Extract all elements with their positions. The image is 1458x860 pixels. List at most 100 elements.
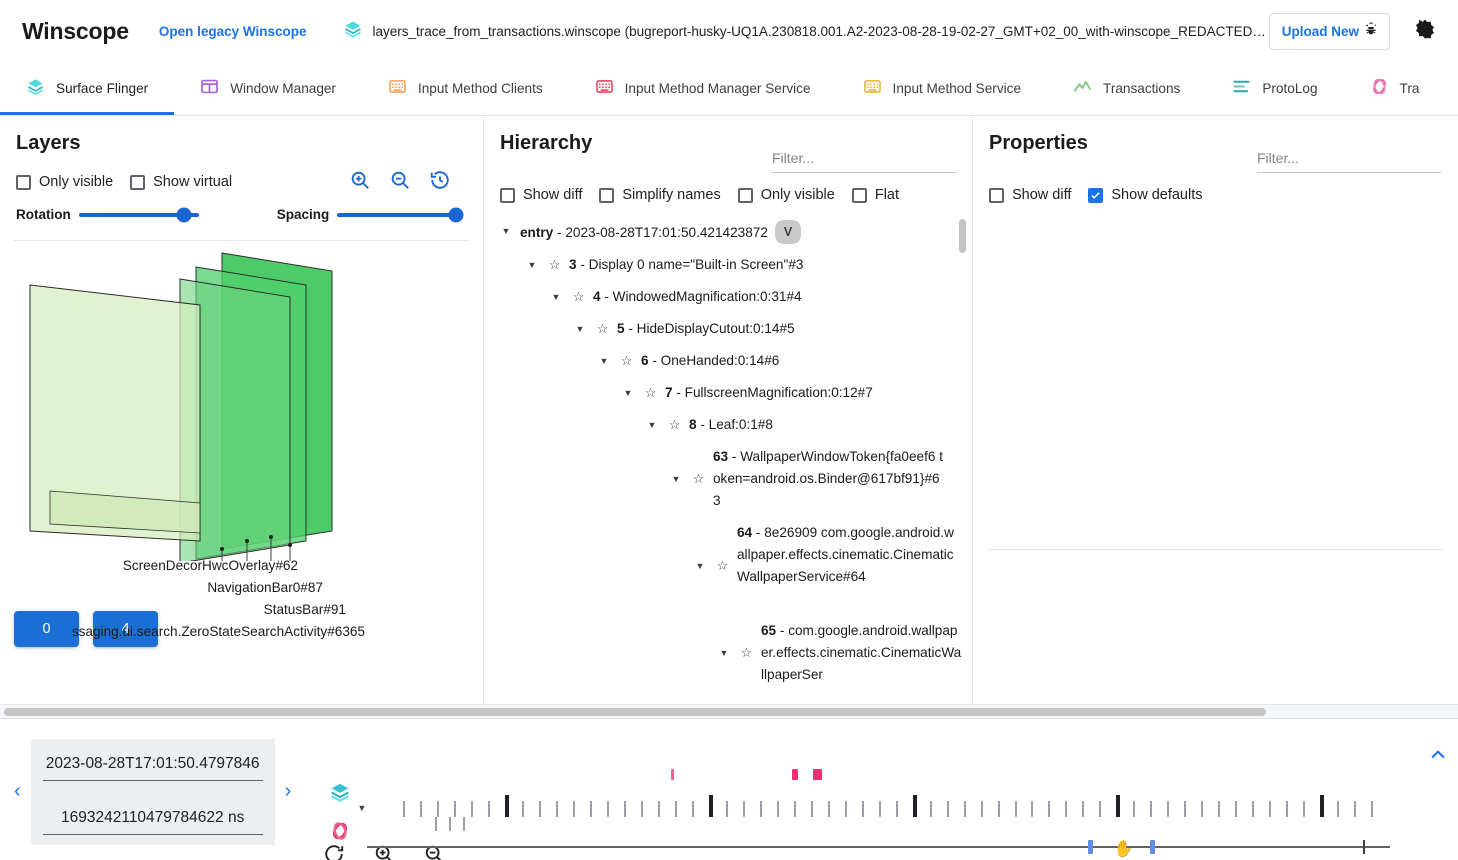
hierarchy-tree[interactable]: ▼ entry - 2023-08-28T17:01:50.421423872 V… — [484, 215, 972, 685]
ruler-tick — [573, 801, 576, 817]
chevron-down-icon[interactable]: ▼ — [671, 474, 681, 484]
chevron-down-icon[interactable]: ▼ — [647, 420, 657, 430]
tree-node-windowedmagnification[interactable]: ▼ ☆ 4 - WindowedMagnification:0:31#4 — [494, 281, 972, 313]
star-icon[interactable]: ☆ — [668, 417, 681, 432]
zoom-out-button[interactable] — [387, 169, 413, 195]
chevron-down-icon[interactable]: ▼ — [623, 388, 633, 398]
chevron-down-icon[interactable]: ▼ — [575, 324, 585, 334]
restore-icon — [429, 169, 451, 196]
star-icon[interactable]: ☆ — [692, 471, 705, 486]
tree-node-fullscreenmagnification[interactable]: ▼ ☆ 7 - FullscreenMagnification:0:12#7 — [494, 377, 972, 409]
tree-node-id: 8 — [689, 417, 697, 432]
display-button-0[interactable]: 0 — [14, 611, 79, 647]
hierarchy-panel-head: Hierarchy — [484, 116, 972, 173]
tab-surface-flinger[interactable]: Surface Flinger — [0, 62, 175, 115]
tree-node-hidedisplaycutout[interactable]: ▼ ☆ 5 - HideDisplayCutout:0:14#5 — [494, 313, 972, 345]
timestamp-nav: ‹ 2023-08-28T17:01:50.479784​6 169324211… — [0, 719, 295, 860]
tree-node-wallpaperwindowtoken[interactable]: ▼ ☆ 63 - WallpaperWindowToken{fa0eef6 to… — [494, 441, 972, 517]
tab-input-method-manager-service[interactable]: Input Method Manager Service — [569, 62, 837, 115]
checkbox-box — [599, 187, 615, 203]
horizontal-scrollbar[interactable] — [0, 705, 1458, 719]
reset-zoom-button[interactable] — [323, 843, 345, 860]
star-icon[interactable]: ☆ — [548, 257, 561, 272]
timeline-marker[interactable] — [792, 769, 799, 780]
properties-filter-input[interactable] — [1257, 148, 1441, 173]
mini-tick — [435, 817, 438, 831]
ruler-tick — [454, 801, 457, 817]
star-icon[interactable]: ☆ — [644, 385, 657, 400]
rotation-slider[interactable] — [78, 207, 199, 223]
chevron-down-icon[interactable]: ▼ — [501, 226, 511, 236]
checkbox-only-visible[interactable]: Only visible — [16, 174, 113, 190]
tree-node-cinematicwallpaperser[interactable]: ▼ ☆ 65 - com.google.android.wallpaper.ef… — [494, 615, 972, 685]
tab-input-method-service[interactable]: Input Method Service — [837, 62, 1047, 115]
checkbox-only-visible[interactable]: Only visible — [737, 187, 835, 203]
ruler-tick — [878, 801, 881, 817]
checkbox-flat[interactable]: Flat — [851, 187, 899, 203]
dark-mode-toggle[interactable] — [1406, 12, 1444, 50]
chevron-down-icon[interactable]: ▼ — [527, 260, 537, 270]
hierarchy-filter-input[interactable] — [772, 148, 956, 173]
tab-window-manager[interactable]: Window Manager — [174, 62, 362, 115]
ruler-tick — [1133, 801, 1136, 817]
tree-node-onehanded[interactable]: ▼ ☆ 6 - OneHanded:0:14#6 — [494, 345, 972, 377]
checkbox-show-defaults[interactable]: Show defaults — [1088, 187, 1202, 203]
chevron-down-icon[interactable]: ▼ — [599, 356, 609, 366]
rotation-slider-group: Rotation — [16, 207, 199, 223]
ruler-tick — [980, 801, 983, 817]
properties-options-row: Show diff Show defaults — [973, 173, 1457, 203]
upload-new-button[interactable]: Upload New — [1268, 12, 1390, 50]
tab-transitions[interactable]: Tra — [1344, 62, 1446, 115]
chevron-down-icon[interactable]: ▼ — [719, 648, 729, 658]
prev-entry-button[interactable]: ‹ — [14, 780, 21, 802]
visibility-chip[interactable]: V — [774, 220, 802, 244]
chevron-down-icon[interactable]: ▼ — [695, 561, 705, 571]
display-selector-buttons: 0 4 — [0, 601, 483, 647]
checkbox-show-virtual[interactable]: Show virtual — [130, 174, 232, 190]
open-legacy-winscope-link[interactable]: Open legacy Winscope — [158, 23, 307, 39]
hierarchy-scrollbar-thumb[interactable] — [959, 219, 966, 253]
horizontal-scrollbar-thumb[interactable] — [4, 708, 1266, 716]
chevron-down-icon[interactable]: ▼ — [357, 803, 367, 813]
timestamp-ns-field[interactable]: 1693242110479784622 ns — [42, 803, 263, 835]
zoom-in-button[interactable] — [347, 169, 373, 195]
tab-label: Surface Flinger — [56, 81, 149, 96]
collapse-timeline-button[interactable] — [1428, 745, 1448, 770]
tab-input-method-clients[interactable]: Input Method Clients — [362, 62, 569, 115]
range-slider-handle-left[interactable] — [1088, 840, 1094, 854]
tab-protolog[interactable]: ProtoLog — [1206, 62, 1343, 115]
tree-node-leaf[interactable]: ▼ ☆ 8 - Leaf:0:1#8 — [494, 409, 972, 441]
tree-node-entry[interactable]: ▼ entry - 2023-08-28T17:01:50.421423872 V — [494, 215, 972, 249]
star-icon[interactable]: ☆ — [572, 289, 585, 304]
checkbox-show-diff[interactable]: Show diff — [500, 187, 582, 203]
tree-node-display0[interactable]: ▼ ☆ 3 - Display 0 name="Built-in Screen"… — [494, 249, 972, 281]
star-icon[interactable]: ☆ — [740, 645, 753, 660]
tree-node-label: 65 - com.google.android.wallpaper.effect… — [761, 620, 962, 685]
mini-tick — [449, 817, 452, 831]
timeline-marker[interactable] — [671, 769, 675, 780]
next-entry-button[interactable]: › — [284, 780, 292, 802]
checkbox-show-diff[interactable]: Show diff — [989, 187, 1071, 203]
timeline-trace-legend — [329, 781, 351, 847]
star-icon[interactable]: ☆ — [620, 353, 633, 368]
star-icon[interactable]: ☆ — [716, 558, 729, 573]
rotation-slider-knob[interactable] — [176, 207, 192, 223]
transitions-icon[interactable] — [329, 820, 351, 847]
range-slider-track[interactable] — [367, 846, 1390, 848]
range-slider-handle-right[interactable] — [1149, 840, 1155, 854]
restore-view-button[interactable] — [427, 169, 453, 195]
layers-stack-icon[interactable] — [329, 781, 351, 808]
display-button-4[interactable]: 4 — [93, 611, 158, 647]
spacing-slider[interactable] — [337, 207, 464, 223]
tree-node-cinematicwallpaperservice[interactable]: ▼ ☆ 64 - 8e26909 com.google.android.wall… — [494, 517, 972, 615]
timestamp-iso-field[interactable]: 2023-08-28T17:01:50.479784​6 — [42, 749, 263, 781]
timeline-ruler[interactable] — [403, 757, 1388, 817]
chevron-down-icon[interactable]: ▼ — [551, 292, 561, 302]
tab-transactions[interactable]: Transactions — [1047, 62, 1206, 115]
star-icon[interactable]: ☆ — [596, 321, 609, 336]
spacing-slider-knob[interactable] — [448, 207, 464, 223]
timeline-range-slider[interactable]: ✋ — [367, 837, 1390, 858]
timeline-marker[interactable] — [812, 769, 822, 780]
checkbox-simplify-names[interactable]: Simplify names — [599, 187, 721, 203]
layers-3d-canvas[interactable]: ScreenDecorHwcOverlay#62 NavigationBar0#… — [0, 241, 483, 639]
